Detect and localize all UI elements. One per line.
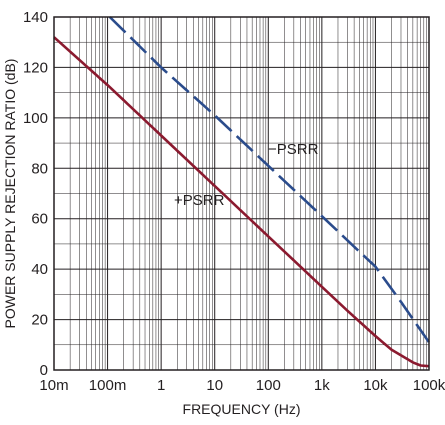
y-tick-label: 100 [23,110,48,127]
x-tick-label: 100k [413,377,445,394]
x-tick-label: 1 [157,377,165,394]
x-axis-title: FREQUENCY (Hz) [183,401,301,417]
series-label-minus-psrr: −PSRR [268,141,319,158]
y-tick-label: 20 [31,312,48,329]
series-line-plus-psrr [53,36,430,368]
y-tick-label: 40 [31,261,48,278]
y-axis-title: POWER SUPPLY REJECTION RATIO (dB) [2,59,18,329]
x-tick-label: 10 [206,377,223,394]
series-layer [53,16,431,368]
x-tick-label: 100m [89,377,127,394]
y-tick-label: 120 [23,59,48,76]
y-tick-label: 0 [40,362,48,379]
y-tick-label: 140 [23,9,48,26]
x-tick-label: 1k [314,377,330,394]
series-label-plus-psrr: +PSRR [174,192,225,209]
x-tick-label: 10m [39,377,68,394]
tick-labels: 10m 100m 1 10 100 1k 10k 100k 0 20 40 60 80 100 120 140 [23,9,445,394]
minor-grid [54,17,429,370]
x-tick-label: 100 [256,377,281,394]
series-line-minus-psrr [108,16,431,344]
y-tick-label: 80 [31,160,48,177]
x-tick-label: 10k [363,377,388,394]
y-tick-label: 60 [31,211,48,228]
plot-frame [53,16,430,371]
